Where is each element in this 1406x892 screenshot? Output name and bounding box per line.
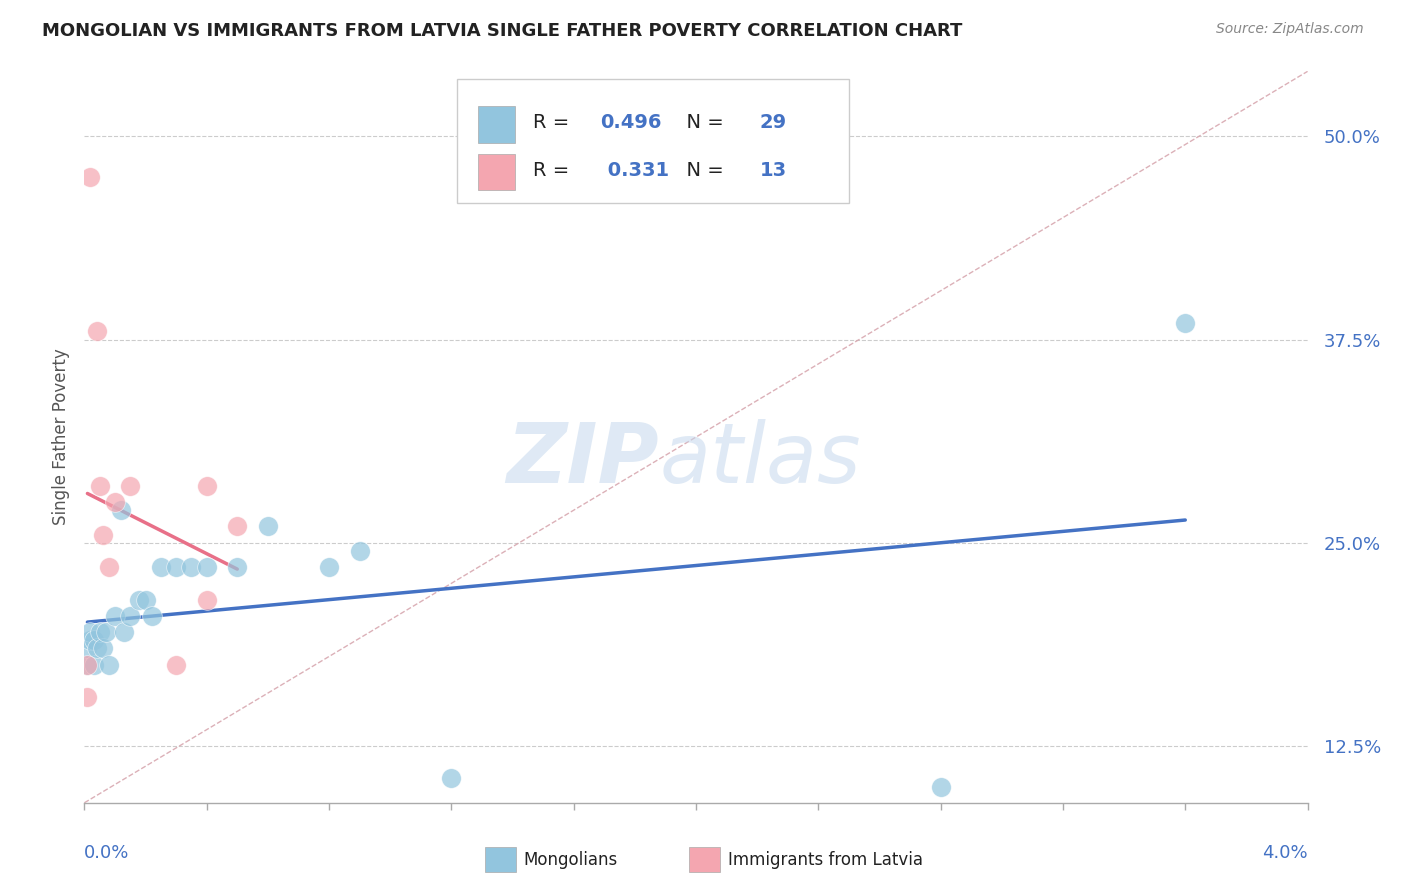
- Point: [141, 608, 163, 623]
- Point: [86, 325, 108, 339]
- Point: [165, 560, 187, 574]
- Text: 29: 29: [759, 113, 787, 132]
- Point: [97, 560, 120, 574]
- FancyBboxPatch shape: [478, 106, 515, 143]
- Point: [120, 479, 142, 493]
- Point: [76, 657, 98, 672]
- Point: [120, 608, 142, 623]
- Point: [149, 560, 172, 574]
- Text: 0.331: 0.331: [600, 161, 669, 179]
- Point: [79, 169, 101, 184]
- FancyBboxPatch shape: [478, 154, 515, 190]
- Point: [79, 625, 101, 640]
- Text: R =: R =: [533, 161, 576, 179]
- Point: [929, 780, 952, 794]
- Point: [226, 560, 249, 574]
- Point: [76, 690, 98, 705]
- Point: [83, 657, 105, 672]
- Point: [349, 544, 371, 558]
- Point: [76, 657, 98, 672]
- Text: 13: 13: [759, 161, 787, 179]
- Text: N =: N =: [673, 113, 730, 132]
- Point: [180, 560, 202, 574]
- Point: [165, 657, 187, 672]
- Point: [94, 625, 117, 640]
- Point: [104, 608, 127, 623]
- Text: 4.0%: 4.0%: [1263, 845, 1308, 863]
- Point: [91, 641, 114, 656]
- Point: [1174, 316, 1197, 330]
- Text: R =: R =: [533, 113, 576, 132]
- Point: [135, 592, 157, 607]
- Point: [128, 592, 150, 607]
- Text: 0.496: 0.496: [600, 113, 662, 132]
- Text: Source: ZipAtlas.com: Source: ZipAtlas.com: [1216, 22, 1364, 37]
- Text: MONGOLIAN VS IMMIGRANTS FROM LATVIA SINGLE FATHER POVERTY CORRELATION CHART: MONGOLIAN VS IMMIGRANTS FROM LATVIA SING…: [42, 22, 963, 40]
- Text: atlas: atlas: [659, 418, 860, 500]
- Point: [440, 772, 463, 786]
- Text: ZIP: ZIP: [506, 418, 659, 500]
- Y-axis label: Single Father Poverty: Single Father Poverty: [52, 349, 70, 525]
- Text: Mongolians: Mongolians: [523, 851, 617, 869]
- Point: [318, 560, 340, 574]
- Point: [97, 657, 120, 672]
- Point: [91, 527, 114, 541]
- Text: N =: N =: [673, 161, 730, 179]
- Point: [257, 519, 280, 533]
- Point: [112, 625, 135, 640]
- Point: [83, 633, 105, 648]
- Point: [195, 479, 218, 493]
- Point: [86, 641, 108, 656]
- Text: Immigrants from Latvia: Immigrants from Latvia: [728, 851, 924, 869]
- Point: [79, 633, 101, 648]
- Point: [110, 503, 132, 517]
- Point: [89, 479, 111, 493]
- Point: [226, 519, 249, 533]
- FancyBboxPatch shape: [457, 78, 849, 203]
- Point: [104, 495, 127, 509]
- Point: [195, 592, 218, 607]
- Point: [195, 560, 218, 574]
- Text: 0.0%: 0.0%: [84, 845, 129, 863]
- Point: [89, 625, 111, 640]
- Point: [76, 641, 98, 656]
